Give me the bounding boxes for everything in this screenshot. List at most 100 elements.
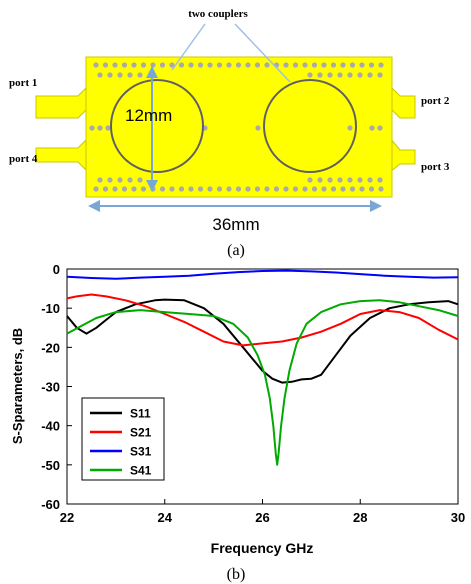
via-hole <box>112 186 118 192</box>
via-hole <box>311 62 318 68</box>
port2-feedline <box>389 84 416 119</box>
via-hole <box>89 125 95 131</box>
panel-a-layout: two couplers 12mm 36mm port 1 port 4 por… <box>9 8 450 259</box>
via-hole <box>292 186 299 192</box>
coupler-circle-left <box>110 79 204 173</box>
port4-label: port 4 <box>9 153 38 165</box>
axis-ticks: 22 24 26 28 30 0 -10 -20 -30 -40 -50 -60 <box>41 262 465 525</box>
via-hole <box>93 186 99 192</box>
x-tick-label: 28 <box>353 510 367 525</box>
y-tick-label: -40 <box>41 419 60 434</box>
via-hole <box>117 177 123 183</box>
via-hole <box>245 186 251 192</box>
x-tick-label: 30 <box>451 510 465 525</box>
via-hole <box>340 62 346 68</box>
via-hole <box>105 125 111 131</box>
via-hole <box>216 186 223 192</box>
length-arrow-head-left <box>88 200 100 212</box>
via-hole <box>283 62 289 68</box>
via-hole <box>327 177 333 183</box>
via-hole <box>137 72 143 78</box>
y-tick-label: -60 <box>41 497 60 512</box>
via-hole <box>378 62 384 68</box>
via-hole <box>255 125 261 131</box>
series-lines <box>66 269 459 466</box>
via-hole <box>359 186 365 192</box>
x-axis-label: Frequency GHz <box>211 540 314 556</box>
via-hole <box>127 72 133 78</box>
via-hole <box>264 186 270 192</box>
via-hole <box>359 62 365 68</box>
via-hole <box>273 186 280 192</box>
panel-b-chart: 22 24 26 28 30 0 -10 -20 -30 -40 -50 -60 S-Sparamet… <box>10 262 465 583</box>
port3-label: port 3 <box>421 161 450 173</box>
via-hole <box>169 62 175 68</box>
via-hole <box>283 186 289 192</box>
via-hole <box>367 177 373 183</box>
via-hole <box>127 177 133 183</box>
via-hole <box>102 62 109 68</box>
length-arrow-head-right <box>370 200 382 212</box>
via-hole <box>188 186 194 192</box>
via-hole <box>347 125 353 131</box>
via-hole <box>131 186 137 192</box>
via-hole <box>112 62 118 68</box>
diameter-arrow-head-bottom <box>146 180 158 192</box>
via-hole <box>93 62 99 68</box>
via-hole <box>197 186 204 192</box>
diameter-label: 12mm <box>125 106 172 125</box>
legend-label-s31: S31 <box>130 445 152 459</box>
legend-label-s21: S21 <box>130 426 152 440</box>
via-hole <box>292 62 299 68</box>
y-tick-label: -20 <box>41 340 60 355</box>
via-hole <box>97 177 103 183</box>
diameter-arrow-head-top <box>146 66 158 78</box>
via-hole <box>107 177 113 183</box>
length-label: 36mm <box>212 215 259 234</box>
via-hole <box>97 72 103 78</box>
port1-label: port 1 <box>9 77 37 89</box>
via-hole <box>357 72 363 78</box>
caption-a: (a) <box>227 242 245 259</box>
port4-feedline <box>35 136 89 174</box>
via-hole <box>307 72 313 78</box>
via-hole <box>121 62 128 68</box>
via-hole <box>159 62 166 68</box>
via-hole <box>369 125 375 131</box>
via-hole <box>321 186 327 192</box>
via-hole <box>235 62 242 68</box>
via-hole <box>349 186 356 192</box>
via-hole <box>337 177 343 183</box>
via-hole <box>377 125 383 131</box>
via-hole <box>150 62 156 68</box>
via-hole <box>347 177 353 183</box>
series-line-s41 <box>66 299 459 466</box>
via-hole <box>97 125 103 131</box>
port2-label: port 2 <box>421 95 450 107</box>
via-hole <box>317 72 323 78</box>
via-hole <box>330 186 337 192</box>
x-tick-label: 24 <box>158 510 173 525</box>
via-hole <box>302 62 308 68</box>
series-line-s31 <box>66 269 459 280</box>
x-tick-label: 22 <box>60 510 74 525</box>
legend-label-s11: S11 <box>130 407 151 421</box>
port3-feedline <box>389 136 416 174</box>
legend-label-s41: S41 <box>130 464 152 478</box>
via-hole <box>117 72 123 78</box>
via-hole <box>121 186 128 192</box>
legend: S11 S21 S31 S41 <box>81 397 165 481</box>
via-hole <box>317 177 323 183</box>
via-hole <box>159 186 166 192</box>
via-hole <box>226 62 232 68</box>
callout-line-left <box>171 23 206 71</box>
via-hole <box>347 72 353 78</box>
via-hole <box>340 186 346 192</box>
port1-feedline <box>35 84 89 119</box>
via-hole <box>207 62 213 68</box>
via-hole <box>337 72 343 78</box>
y-tick-label: -30 <box>41 380 60 395</box>
via-hole <box>107 72 113 78</box>
via-hole <box>327 72 333 78</box>
